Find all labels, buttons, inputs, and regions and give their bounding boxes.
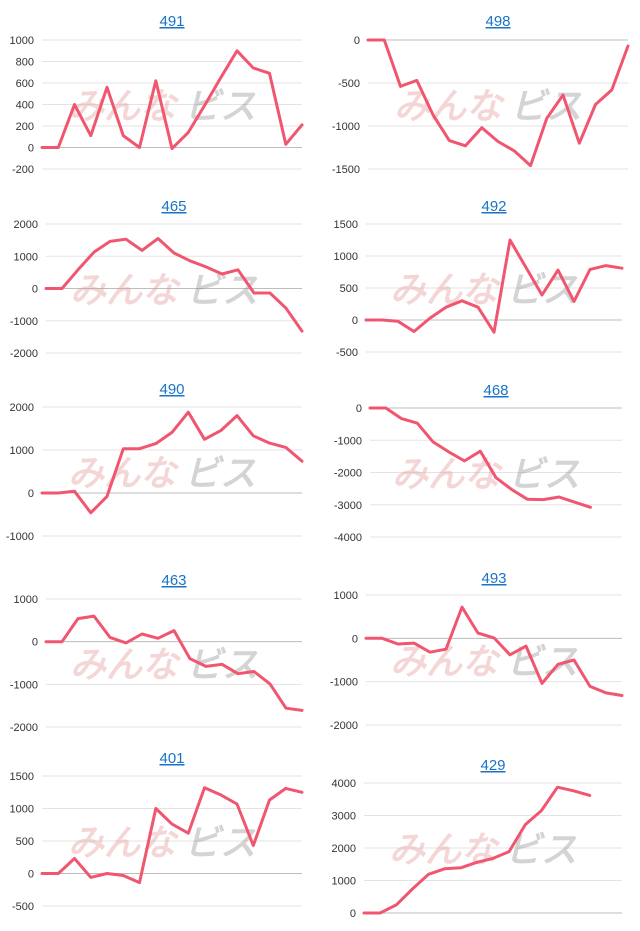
y-tick-label: 0 bbox=[32, 637, 38, 649]
y-tick-label: 1000 bbox=[334, 251, 358, 263]
y-tick-label: 400 bbox=[16, 100, 34, 112]
y-tick-label: -1000 bbox=[330, 677, 358, 689]
y-tick-label: 0 bbox=[350, 908, 356, 920]
series-line bbox=[40, 49, 304, 151]
y-tick-label: 3000 bbox=[332, 811, 356, 823]
y-tick-label: 2000 bbox=[14, 219, 38, 231]
chart-title-link[interactable]: 465 bbox=[161, 198, 186, 215]
y-tick-label: -500 bbox=[12, 901, 34, 913]
watermark-text: みんな bbox=[389, 829, 501, 870]
y-tick-label: 600 bbox=[16, 78, 34, 90]
watermark-text: みんな bbox=[70, 644, 182, 685]
watermark-text: みんな bbox=[68, 822, 180, 863]
watermark-text: ビス bbox=[184, 822, 256, 863]
y-tick-label: 0 bbox=[356, 403, 362, 415]
watermark-text: みんな bbox=[392, 454, 504, 495]
y-tick-label: -4000 bbox=[334, 532, 362, 544]
y-tick-label: -500 bbox=[336, 347, 358, 359]
y-tick-label: 1000 bbox=[10, 804, 34, 816]
line-chart-429: 429 4000 3000 2000 1000 0 みんな ビス bbox=[332, 757, 622, 920]
y-tick-label: -2000 bbox=[330, 720, 358, 732]
y-tick-label: 0 bbox=[28, 488, 34, 500]
y-tick-label: 1000 bbox=[10, 445, 34, 457]
y-tick-label: 500 bbox=[340, 283, 358, 295]
series-line bbox=[364, 238, 624, 334]
y-tick-label: 2000 bbox=[10, 402, 34, 414]
chart-title-link[interactable]: 401 bbox=[159, 750, 184, 767]
watermark-text: みんな bbox=[394, 86, 506, 127]
y-tick-label: -1500 bbox=[332, 164, 360, 176]
series-line bbox=[362, 785, 592, 915]
watermark-text: ビス bbox=[184, 453, 256, 494]
y-tick-label: 4000 bbox=[332, 778, 356, 790]
y-tick-label: 1000 bbox=[332, 876, 356, 888]
y-tick-label: -1000 bbox=[334, 435, 362, 447]
watermark-text: ビス bbox=[186, 270, 258, 311]
chart-title-link[interactable]: 492 bbox=[481, 198, 506, 215]
line-chart-468: 468 0 -1000 -2000 -3000 -4000 みんな ビス bbox=[334, 382, 622, 544]
line-chart-492: 492 1500 1000 500 0 -500 みんな ビス bbox=[334, 198, 624, 359]
watermark-text: ビス bbox=[506, 269, 578, 310]
chart-title-link[interactable]: 490 bbox=[159, 381, 184, 398]
y-tick-label: -1000 bbox=[332, 121, 360, 133]
line-chart-490: 490 2000 1000 0 -1000 みんな ビス bbox=[6, 381, 304, 543]
series-line bbox=[44, 614, 304, 712]
y-tick-label: 0 bbox=[354, 35, 360, 47]
watermark-text: みんな bbox=[390, 269, 502, 310]
y-tick-label: 2000 bbox=[332, 843, 356, 855]
y-tick-label: 1000 bbox=[14, 251, 38, 263]
series-line bbox=[366, 38, 630, 168]
watermark-text: ビス bbox=[505, 829, 577, 870]
y-tick-label: -2000 bbox=[10, 348, 38, 360]
chart-title-link[interactable]: 491 bbox=[159, 13, 184, 30]
series-line bbox=[364, 605, 624, 697]
chart-title-link[interactable]: 498 bbox=[485, 13, 510, 30]
y-tick-label: 0 bbox=[28, 143, 34, 155]
y-tick-label: 0 bbox=[32, 284, 38, 296]
chart-title-link[interactable]: 493 bbox=[481, 570, 506, 587]
chart-title-link[interactable]: 468 bbox=[483, 382, 508, 399]
y-tick-label: 800 bbox=[16, 57, 34, 69]
chart-title-link[interactable]: 429 bbox=[480, 757, 505, 774]
line-chart-401: 401 1500 1000 500 0 -500 みんな ビス bbox=[10, 750, 304, 913]
series-line bbox=[44, 237, 304, 333]
y-tick-label: -2000 bbox=[334, 468, 362, 480]
y-tick-label: 1000 bbox=[10, 35, 34, 47]
y-tick-label: 1000 bbox=[14, 594, 38, 606]
watermark-text: みんな bbox=[68, 453, 180, 494]
y-tick-label: -500 bbox=[338, 78, 360, 90]
y-tick-label: 0 bbox=[28, 869, 34, 881]
y-tick-label: -1000 bbox=[10, 679, 38, 691]
y-tick-label: 200 bbox=[16, 121, 34, 133]
y-tick-label: 0 bbox=[352, 315, 358, 327]
y-tick-label: -1000 bbox=[10, 316, 38, 328]
watermark-text: みんな bbox=[70, 270, 182, 311]
series-line bbox=[368, 406, 592, 509]
y-tick-label: 1500 bbox=[334, 219, 358, 231]
watermark-text: ビス bbox=[508, 454, 580, 495]
y-tick-label: -2000 bbox=[10, 722, 38, 734]
y-tick-label: 1000 bbox=[334, 590, 358, 602]
y-tick-label: 500 bbox=[16, 836, 34, 848]
chart-title-link[interactable]: 463 bbox=[161, 572, 186, 589]
y-tick-label: -1000 bbox=[6, 531, 34, 543]
line-chart-465: 465 2000 1000 0 -1000 -2000 みんな ビス bbox=[10, 198, 304, 360]
y-tick-label: -3000 bbox=[334, 500, 362, 512]
series-line bbox=[40, 410, 304, 515]
y-tick-label: -200 bbox=[12, 164, 34, 176]
y-tick-label: 1500 bbox=[10, 771, 34, 783]
series-line bbox=[40, 786, 304, 885]
y-tick-label: 0 bbox=[352, 633, 358, 645]
